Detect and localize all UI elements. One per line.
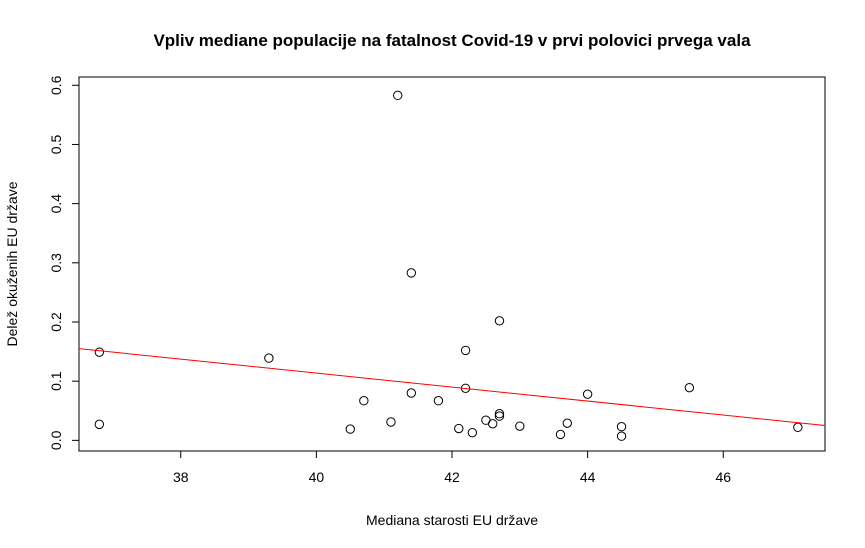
- x-axis: 38 40 42 44 46: [173, 450, 731, 485]
- x-tick-label: 42: [444, 469, 460, 485]
- data-points: [94, 90, 803, 441]
- data-point: [684, 382, 695, 393]
- regression-line: [78, 348, 826, 427]
- data-point: [515, 421, 525, 431]
- regression-line-group: [78, 348, 826, 427]
- data-point: [359, 395, 369, 406]
- data-point: [555, 429, 566, 440]
- data-point: [460, 345, 471, 356]
- data-point: [494, 409, 505, 419]
- y-tick-label: 0.6: [48, 75, 64, 95]
- data-point: [616, 431, 627, 441]
- x-tick-label: 44: [580, 469, 596, 485]
- data-point: [94, 419, 105, 430]
- data-point: [406, 268, 417, 278]
- data-point: [494, 411, 505, 421]
- data-point: [345, 424, 355, 434]
- data-point: [406, 388, 417, 398]
- data-point: [433, 395, 444, 406]
- data-point: [467, 427, 478, 438]
- plot-frame: [78, 76, 826, 452]
- y-tick-label: 0.2: [48, 312, 64, 332]
- data-point: [386, 417, 396, 427]
- y-axis-label: Delež okuženih EU države: [4, 181, 20, 346]
- data-point: [264, 353, 274, 363]
- data-point: [94, 347, 105, 357]
- data-point: [582, 389, 593, 399]
- data-point: [562, 418, 572, 428]
- y-tick-label: 0.0: [48, 430, 64, 450]
- data-point: [494, 316, 505, 326]
- data-point: [616, 422, 627, 432]
- data-point: [454, 423, 464, 434]
- x-tick-label: 38: [173, 469, 189, 485]
- x-tick-label: 40: [309, 469, 325, 485]
- y-tick-label: 0.1: [48, 371, 64, 391]
- y-tick-label: 0.5: [48, 135, 64, 155]
- y-axis: 0.0 0.1 0.2 0.3 0.4 0.5 0.6: [48, 75, 80, 450]
- x-tick-label: 46: [715, 469, 731, 485]
- x-axis-label: Mediana starosti EU države: [366, 512, 538, 528]
- y-tick-label: 0.4: [48, 194, 64, 214]
- data-point: [487, 419, 498, 429]
- data-point: [793, 422, 803, 433]
- data-point: [393, 90, 403, 101]
- chart-title: Vpliv mediane populacije na fatalnost Co…: [153, 31, 751, 50]
- y-tick-label: 0.3: [48, 253, 64, 273]
